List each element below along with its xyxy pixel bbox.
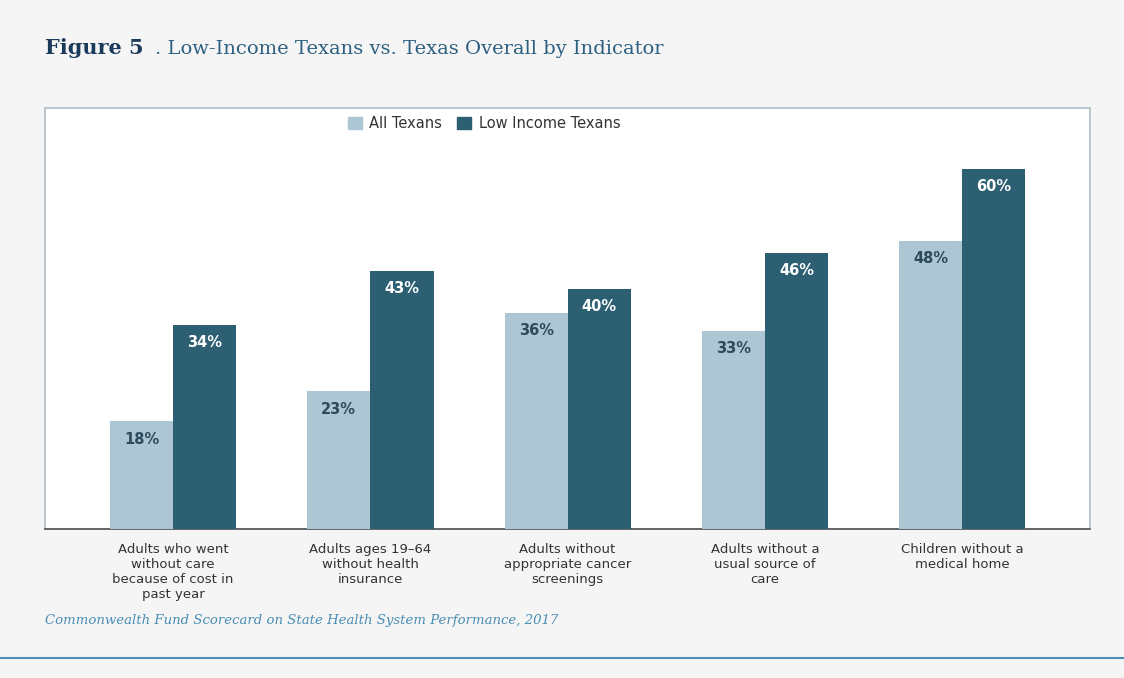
Text: 33%: 33% (716, 342, 751, 357)
Bar (45, 108, 1090, 529)
Text: 46%: 46% (779, 264, 814, 279)
Bar (307, 391, 371, 529)
Bar (701, 331, 764, 529)
Text: 48%: 48% (913, 252, 948, 266)
Text: 43%: 43% (384, 281, 419, 296)
Bar (110, 421, 173, 529)
Bar (173, 325, 236, 529)
Text: 23%: 23% (321, 401, 356, 416)
Text: 40%: 40% (581, 300, 617, 315)
Text: Commonwealth Fund Scorecard on State Health System Performance, 2017: Commonwealth Fund Scorecard on State Hea… (45, 614, 559, 627)
Bar (505, 313, 568, 529)
Text: 36%: 36% (518, 323, 553, 338)
Text: 34%: 34% (188, 336, 223, 351)
Text: 18%: 18% (124, 432, 160, 447)
Text: 60%: 60% (976, 180, 1012, 195)
Bar (371, 271, 434, 529)
Bar (962, 169, 1025, 529)
Text: . Low-Income Texans vs. Texas Overall by Indicator: . Low-Income Texans vs. Texas Overall by… (155, 39, 663, 58)
Legend: All Texans, Low Income Texans: All Texans, Low Income Texans (347, 116, 620, 131)
Bar (764, 253, 828, 529)
Bar (568, 289, 631, 529)
Text: Figure 5: Figure 5 (45, 38, 144, 58)
Bar (899, 241, 962, 529)
